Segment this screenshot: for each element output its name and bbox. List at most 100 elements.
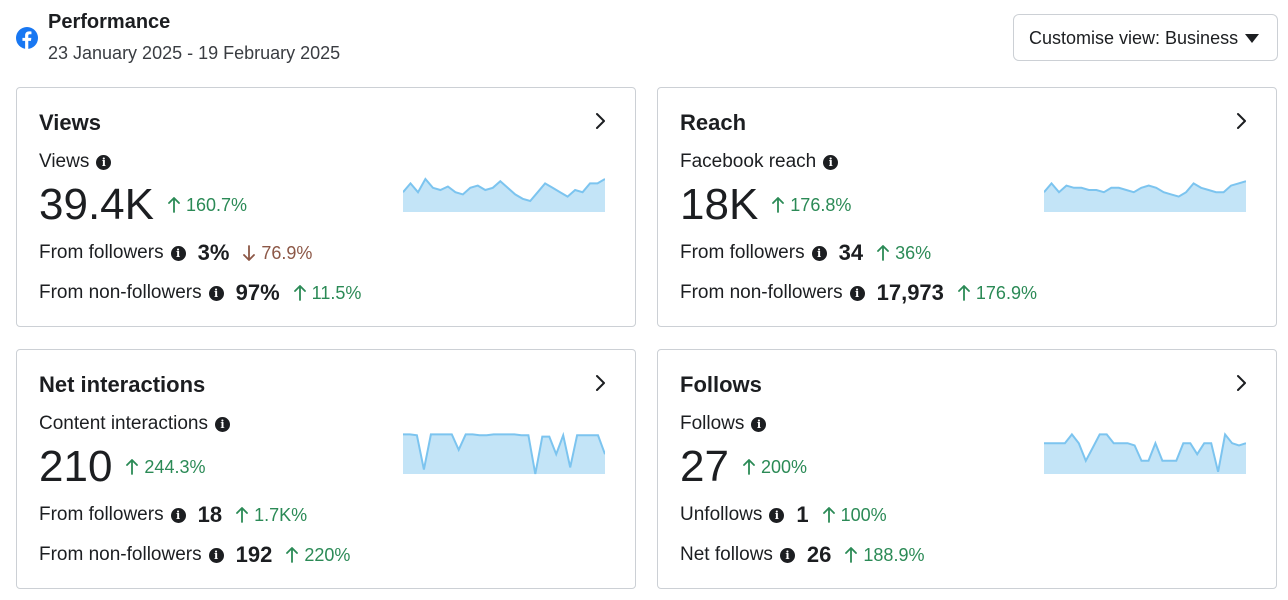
metric-value-row: 210 244.3%: [39, 442, 205, 492]
arrow-up-icon: [286, 547, 299, 563]
sparkline-line: [403, 177, 605, 203]
sparkline-area: [403, 179, 605, 212]
breakdown-change-value: 100%: [840, 504, 887, 525]
breakdown-change-value: 36%: [895, 242, 932, 263]
sparkline-area: [403, 434, 605, 474]
info-icon[interactable]: i: [779, 547, 795, 563]
metric-change-value: 244.3%: [144, 456, 206, 477]
customise-view-dropdown[interactable]: Customise view: Business: [1013, 14, 1278, 61]
customise-view-label: Customise view: Business: [1029, 28, 1239, 48]
card-title: Net interactions: [39, 372, 206, 397]
breakdown-row-1: From followers i 18 1.7K%: [39, 502, 307, 528]
info-icon[interactable]: i: [208, 547, 224, 563]
metric-value: 39.4K: [39, 180, 154, 229]
metric-value-row: 39.4K 160.7%: [39, 180, 247, 230]
chevron-right-icon[interactable]: [1232, 374, 1250, 392]
breakdown-value: 1: [796, 502, 809, 527]
breakdown-change-value: 176.9%: [975, 282, 1037, 303]
breakdown-row-1: From followers i 3% 76.9%: [39, 240, 312, 266]
chevron-right-icon[interactable]: [591, 374, 609, 392]
sparkline-chart: [1044, 432, 1246, 474]
breakdown-change: 220%: [286, 545, 350, 566]
info-icon[interactable]: i: [751, 416, 767, 432]
info-icon[interactable]: i: [170, 245, 186, 261]
metric-change-value: 200%: [760, 456, 807, 477]
metric-label: Follows i: [680, 413, 767, 435]
metric-label-text: Views: [39, 151, 90, 172]
breakdown-change-value: 188.9%: [863, 544, 925, 565]
metric-label-text: Facebook reach: [680, 151, 817, 172]
performance-header: Performance 23 January 2025 - 19 Februar…: [0, 0, 1288, 80]
facebook-icon: [16, 27, 38, 49]
arrow-up-icon: [958, 285, 970, 301]
breakdown-change: 76.9%: [243, 243, 312, 264]
breakdown-value: 34: [838, 240, 864, 265]
breakdown-label: From non-followers: [39, 282, 202, 303]
breakdown-label: From non-followers: [680, 282, 843, 303]
breakdown-label: From followers: [39, 242, 164, 263]
metric-change-value: 160.7%: [185, 194, 248, 215]
metric-change-value: 176.8%: [790, 194, 852, 215]
breakdown-label: From followers: [39, 504, 164, 525]
breakdown-value: 3%: [197, 240, 230, 265]
breakdown-label: Unfollows: [680, 504, 763, 525]
sparkline-area: [1044, 181, 1246, 212]
breakdown-change: 1.7K%: [236, 505, 307, 526]
breakdown-row-1: Unfollows i 1 100%: [680, 502, 887, 528]
breakdown-row-2: From non-followers i 192 220%: [39, 542, 350, 568]
metric-value: 18K: [680, 180, 759, 229]
sparkline-area: [1044, 434, 1246, 474]
chevron-right-icon[interactable]: [1232, 112, 1250, 130]
info-icon[interactable]: i: [849, 285, 865, 301]
follows-card[interactable]: Follows Follows i 27 200% Unfollows i 1 100% Net …: [657, 349, 1277, 589]
breakdown-value: 18: [197, 502, 223, 527]
info-icon[interactable]: i: [208, 285, 224, 301]
arrow-up-icon: [845, 547, 858, 563]
page-title: Performance: [48, 11, 171, 33]
sparkline-chart: [403, 431, 605, 475]
sparkline-line: [1044, 432, 1246, 473]
arrow-up-icon: [877, 245, 889, 261]
metric-value-row: 27 200%: [680, 442, 807, 492]
breakdown-change: 188.9%: [845, 545, 924, 566]
metric-value: 27: [680, 442, 729, 491]
metric-change: 160.7%: [168, 195, 247, 216]
info-icon[interactable]: i: [769, 507, 785, 523]
arrow-up-icon: [293, 285, 306, 301]
card-title: Views: [39, 110, 101, 135]
info-icon[interactable]: i: [823, 154, 839, 170]
caret-down-icon: [1245, 34, 1259, 43]
date-range: 23 January 2025 - 19 February 2025: [48, 43, 341, 63]
info-icon[interactable]: i: [170, 507, 186, 523]
sparkline-line: [1044, 180, 1246, 198]
arrow-up-icon: [822, 507, 835, 523]
sparkline-chart: [1044, 180, 1246, 212]
metric-change: 244.3%: [126, 457, 205, 478]
arrow-up-icon: [772, 197, 785, 213]
info-icon[interactable]: i: [96, 154, 112, 170]
breakdown-label: From followers: [680, 242, 805, 263]
metric-change: 176.8%: [772, 195, 851, 216]
metric-value: 210: [39, 442, 113, 491]
views-card[interactable]: Views Views i 39.4K 160.7% From followers i 3% 7…: [16, 87, 636, 327]
breakdown-row-1: From followers i 34 36%: [680, 240, 931, 266]
info-icon[interactable]: i: [811, 245, 827, 261]
breakdown-value: 192: [235, 542, 273, 567]
metric-label: Content interactions i: [39, 413, 230, 435]
breakdown-label: From non-followers: [39, 544, 202, 565]
breakdown-row-2: Net follows i 26 188.9%: [680, 542, 924, 568]
arrow-down-icon: [243, 245, 256, 261]
chevron-right-icon[interactable]: [591, 112, 609, 130]
info-icon[interactable]: i: [215, 416, 230, 432]
breakdown-value: 26: [806, 542, 832, 567]
reach-card[interactable]: Reach Facebook reach i 18K 176.8% From follow…: [657, 87, 1277, 327]
breakdown-change-value: 1.7K%: [254, 504, 308, 525]
sparkline-chart: [403, 177, 605, 212]
breakdown-change: 36%: [877, 243, 931, 264]
breakdown-change-value: 76.9%: [261, 242, 313, 263]
breakdown-change: 100%: [822, 504, 887, 526]
card-title: Follows: [680, 372, 762, 397]
breakdown-change: 176.9%: [958, 283, 1037, 304]
net-interactions-card[interactable]: Net interactions Content interactions i 210…: [16, 349, 636, 589]
sparkline-line: [403, 431, 605, 475]
